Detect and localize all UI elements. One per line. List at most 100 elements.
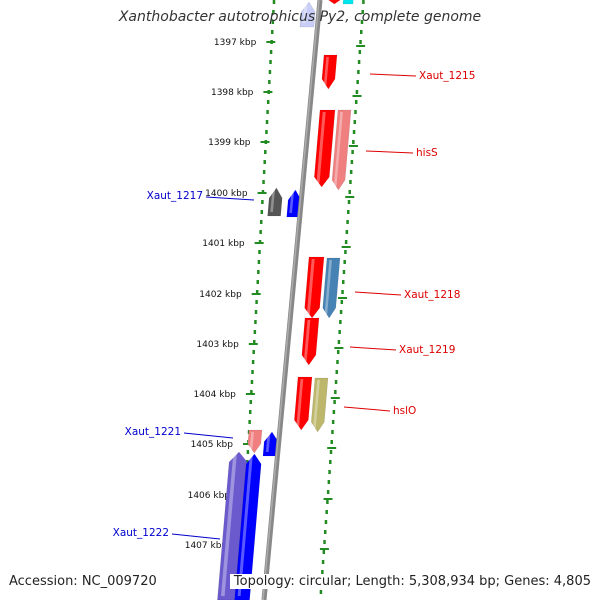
label-leader (171, 533, 221, 540)
label-leader (354, 291, 402, 296)
tick-label: 1405 kbp (191, 440, 234, 450)
ruler-dot-left (264, 150, 267, 154)
gene-arrow (311, 377, 329, 433)
ruler-dot-right (330, 440, 333, 444)
gene-sheen (306, 258, 315, 315)
gene-sheen (313, 379, 320, 429)
ruler-dot-left (259, 230, 262, 234)
ruler-dot-right (360, 20, 364, 24)
gene-arrow (342, 0, 354, 5)
ruler-dot-left (257, 270, 260, 274)
ruler-dot-left (265, 130, 268, 134)
gene-label: Xaut_1221 (125, 426, 181, 438)
tick-label: 1398 kbp (211, 88, 254, 98)
gene-label: hisS (416, 147, 438, 159)
ruler-dot-left (259, 220, 263, 224)
gene-label: Xaut_1222 (113, 527, 169, 539)
ruler-dot-right (341, 290, 344, 294)
gene-arrow (267, 187, 283, 217)
ruler-dot-right (323, 540, 326, 544)
ruler-dot-right (355, 90, 359, 94)
ruler-dot-left (255, 290, 259, 294)
gene-arrow (321, 54, 338, 90)
ruler-dot-right (343, 260, 346, 264)
ruler-dot-left (271, 30, 274, 34)
ruler-dot-right (328, 470, 331, 474)
ruler-dot-left (250, 380, 254, 384)
gene-sheen (296, 378, 304, 427)
ruler-dot-right (354, 110, 357, 114)
ruler-dot-left (260, 210, 264, 214)
ruler-dot-right (348, 190, 351, 194)
ruler-dot-left (253, 330, 257, 334)
ruler-right (319, 0, 365, 594)
ruler-dot-right (322, 550, 326, 554)
ruler-dot-right (344, 250, 347, 254)
ruler-dot-right (352, 130, 356, 134)
ruler-dot-left (249, 400, 253, 404)
ruler-dot-right (326, 490, 330, 494)
ruler-dot-right (356, 80, 359, 84)
ruler-dot-left (268, 70, 272, 74)
ruler-dot-left (255, 300, 258, 304)
ruler-dot-right (339, 320, 342, 324)
ruler-dot-right (324, 530, 327, 534)
ruler-dot-left (262, 180, 265, 184)
tick-label: 1404 kbp (193, 390, 236, 400)
ruler-dot-right (361, 10, 364, 14)
gene-label: Xaut_1215 (419, 70, 475, 82)
ruler-dot-right (359, 40, 362, 44)
gene-sheen (265, 433, 271, 453)
tick-label: 1407 kbp (185, 541, 228, 551)
tick-label: 1401 kbp (202, 239, 245, 249)
ruler-dot-left (272, 10, 275, 14)
label-leader (343, 406, 391, 412)
ruler-dot-right (346, 220, 349, 224)
ruler-dot-right (344, 240, 348, 244)
ruler-dot-right (321, 560, 325, 564)
tick-label: 1403 kbp (196, 340, 239, 350)
ruler-dot-right (342, 280, 345, 284)
gene-sheen (270, 189, 275, 213)
ruler-dot-right (329, 450, 333, 454)
ruler-dot-right (347, 210, 350, 214)
ruler-dot-right (336, 350, 340, 354)
ruler-dot-right (339, 310, 343, 314)
ruler-dot-right (340, 300, 344, 304)
backbone-line (261, 0, 323, 601)
ruler-dot-left (251, 360, 255, 364)
ruler-dot-left (252, 350, 255, 354)
ruler-dot-right (345, 230, 349, 234)
tick-label: 1400 kbp (205, 189, 248, 199)
ruler-dot-right (349, 170, 353, 174)
gene-arrow (247, 429, 263, 454)
gene-sheen (323, 56, 329, 86)
ruler-dot-left (253, 340, 256, 344)
ruler-dot-right (360, 30, 363, 34)
ruler-dot-right (349, 180, 352, 184)
ruler-dot-left (268, 80, 271, 84)
ruler-dot-right (319, 590, 323, 594)
ruler-dot-right (357, 60, 361, 64)
ruler-dot-left (246, 450, 250, 454)
gene-arrow (304, 256, 325, 319)
label-leader (349, 346, 397, 351)
ruler-dot-left (256, 280, 259, 284)
ruler-dot-right (337, 340, 341, 344)
ruler-dot-right (352, 140, 355, 144)
gene-sheen (324, 259, 332, 315)
gene-sheen (237, 455, 253, 597)
gene-sheen (302, 3, 308, 24)
ruler-dot-right (353, 120, 357, 124)
tick-label: 1399 kbp (208, 138, 251, 148)
ruler-dot-right (324, 520, 328, 524)
ruler-dot-right (325, 510, 328, 514)
label-leader (369, 73, 417, 77)
tick-marks: 1397 kbp 1398 kbp 1399 kbp 1400 kbp 1401 kbp… (185, 38, 366, 551)
ruler-dot-left (266, 100, 270, 104)
gene-label: Xaut_1219 (399, 344, 455, 356)
gene-arrow (331, 109, 352, 191)
ruler-dot-left (269, 50, 273, 54)
ruler-dot-left (258, 250, 261, 254)
